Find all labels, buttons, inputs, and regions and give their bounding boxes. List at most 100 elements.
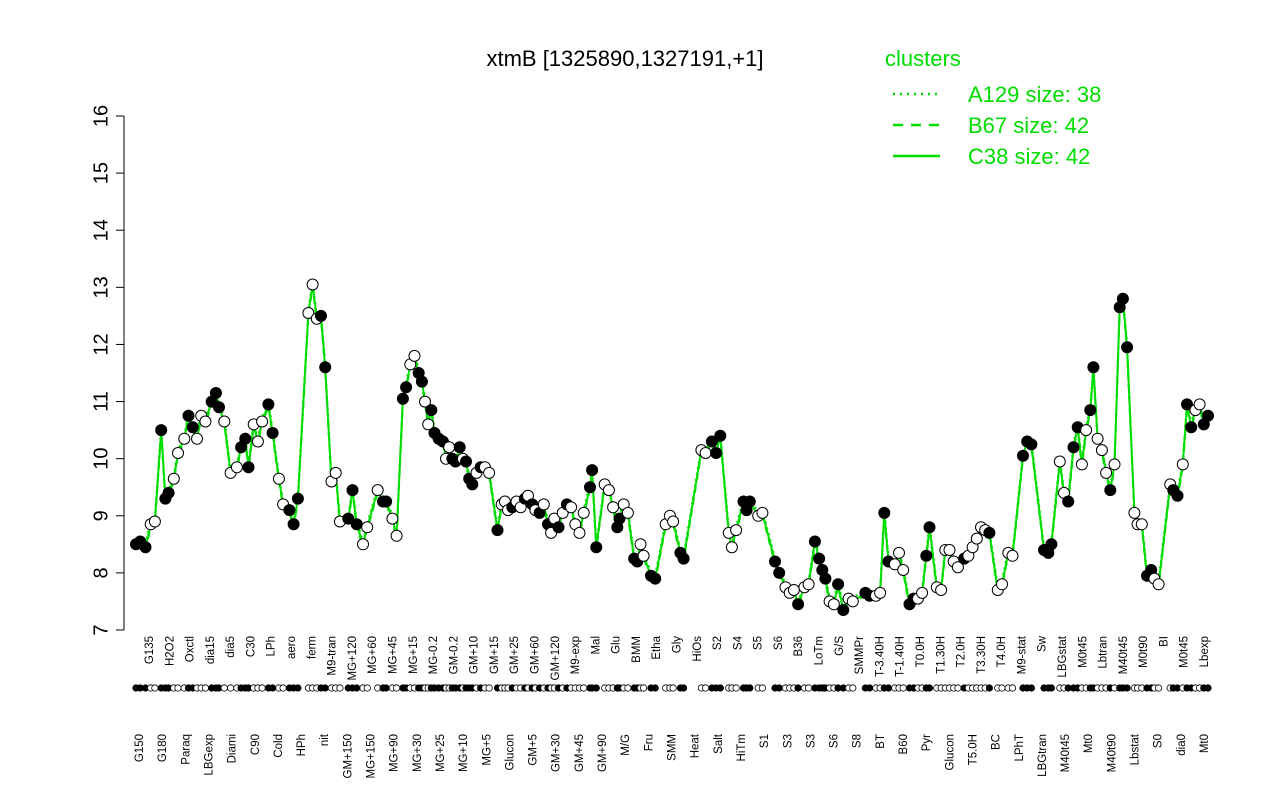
data-point bbox=[266, 427, 279, 439]
data-point bbox=[893, 546, 905, 559]
x-tick-label: B36 bbox=[793, 636, 805, 656]
x-tick-label: Lbstat bbox=[1130, 733, 1142, 765]
data-point bbox=[792, 598, 805, 611]
x-tick-label: Etha bbox=[651, 635, 663, 659]
data-point bbox=[1108, 458, 1121, 471]
x-tick-label: M0t90 bbox=[1138, 636, 1150, 668]
data-point bbox=[1006, 549, 1019, 562]
data-point bbox=[491, 524, 504, 537]
rug-mark bbox=[1123, 684, 1131, 692]
data-point bbox=[573, 526, 586, 539]
data-point bbox=[302, 307, 315, 319]
x-tick-label: T4.0H bbox=[996, 636, 1008, 667]
data-point bbox=[1116, 292, 1129, 305]
data-point bbox=[139, 541, 152, 554]
data-point bbox=[714, 429, 727, 442]
rug-mark bbox=[639, 684, 648, 692]
data-point bbox=[813, 552, 826, 565]
x-tick-label: M0t45 bbox=[1077, 636, 1089, 668]
x-tick-label: GM+90 bbox=[597, 734, 609, 772]
x-tick-label: T5.0H bbox=[968, 734, 980, 765]
series-line-c38 bbox=[135, 284, 1209, 614]
data-point bbox=[483, 466, 496, 479]
rug-mark bbox=[353, 684, 361, 692]
rug-mark bbox=[382, 684, 390, 692]
data-point bbox=[1202, 409, 1214, 422]
x-tick-label: M9-stat bbox=[1016, 635, 1028, 674]
data-point bbox=[1067, 441, 1080, 454]
x-tick-label: Mal bbox=[590, 636, 602, 655]
x-tick-label: M0t45 bbox=[1179, 636, 1191, 668]
rug-mark bbox=[925, 684, 934, 692]
data-point bbox=[262, 398, 275, 411]
rug-mark bbox=[392, 684, 401, 692]
rug-mark bbox=[701, 684, 710, 692]
data-point bbox=[386, 512, 399, 525]
x-tick-label: C90 bbox=[250, 734, 262, 755]
x-tick-label: LoTm bbox=[814, 636, 826, 665]
data-point bbox=[148, 515, 161, 528]
rug-mark bbox=[268, 684, 277, 692]
data-point bbox=[1025, 438, 1038, 451]
x-tick-label: HiOs bbox=[692, 636, 704, 662]
legend: clusters A129 size: 38 B67 size: 42 C38 si… bbox=[885, 46, 1101, 169]
series-line-b67 bbox=[135, 286, 1209, 616]
data-point bbox=[667, 515, 680, 528]
data-point bbox=[1128, 506, 1141, 519]
data-point bbox=[996, 578, 1008, 591]
data-point bbox=[725, 541, 738, 554]
x-tick-label: MG+25 bbox=[435, 734, 447, 772]
data-point bbox=[182, 409, 195, 422]
data-point bbox=[878, 506, 891, 519]
data-point bbox=[808, 535, 821, 548]
data-point bbox=[602, 484, 615, 497]
data-point bbox=[710, 447, 723, 459]
x-tick-label: SMMPr bbox=[854, 636, 866, 675]
data-point bbox=[443, 441, 456, 454]
x-tick-label: M40t45 bbox=[1118, 636, 1130, 674]
data-point bbox=[350, 518, 363, 531]
data-point bbox=[920, 549, 933, 562]
x-tick-label: BT bbox=[875, 734, 887, 749]
x-tick-label: Diami bbox=[227, 734, 239, 763]
data-point bbox=[1193, 398, 1206, 411]
x-tick-label: dia15 bbox=[205, 636, 217, 664]
x-tick-label: dia0 bbox=[1176, 734, 1188, 756]
x-tick-label: MG+10 bbox=[458, 734, 470, 772]
data-point bbox=[970, 532, 983, 545]
x-tick-label: aero bbox=[286, 636, 298, 659]
x-tick-label: GM+120 bbox=[550, 636, 562, 680]
data-point bbox=[380, 495, 393, 508]
x-tick-label: GM+45 bbox=[574, 734, 586, 772]
x-tick-label: LBGexp bbox=[204, 734, 216, 776]
y-tick-label: 8 bbox=[90, 567, 112, 578]
data-point bbox=[422, 418, 435, 431]
rug-mark bbox=[998, 684, 1006, 692]
y-tick-label: 12 bbox=[90, 333, 112, 355]
data-point bbox=[1171, 489, 1184, 502]
x-tick-label: BI bbox=[1158, 636, 1170, 647]
data-point bbox=[357, 538, 369, 551]
x-tick-label: LPhT bbox=[1014, 734, 1026, 762]
rug-mark bbox=[258, 684, 266, 692]
x-tick-label: MG+45 bbox=[388, 636, 400, 674]
data-point bbox=[537, 498, 550, 511]
x-tick-label: ferm bbox=[306, 636, 318, 659]
x-tick-label: T-1.40H bbox=[895, 636, 907, 677]
x-tick-label: T3.30H bbox=[976, 636, 988, 674]
data-point bbox=[346, 484, 359, 497]
x-tick-label: S2 bbox=[712, 636, 724, 650]
x-tick-label: Glucon bbox=[504, 734, 516, 770]
rug-mark bbox=[227, 684, 235, 692]
x-tick-label: G/S bbox=[834, 636, 846, 656]
data-point bbox=[1135, 518, 1148, 531]
x-tick-label: S0 bbox=[1153, 734, 1165, 748]
x-tick-label: GM+25 bbox=[509, 636, 521, 674]
data-point bbox=[371, 484, 384, 497]
rug-mark bbox=[363, 684, 371, 692]
x-tick-label: GM+10 bbox=[469, 636, 481, 674]
rug-mark bbox=[794, 684, 802, 692]
data-point bbox=[329, 466, 342, 479]
x-tick-label: H2O2 bbox=[164, 636, 176, 666]
x-tick-label: Salt bbox=[713, 733, 725, 754]
